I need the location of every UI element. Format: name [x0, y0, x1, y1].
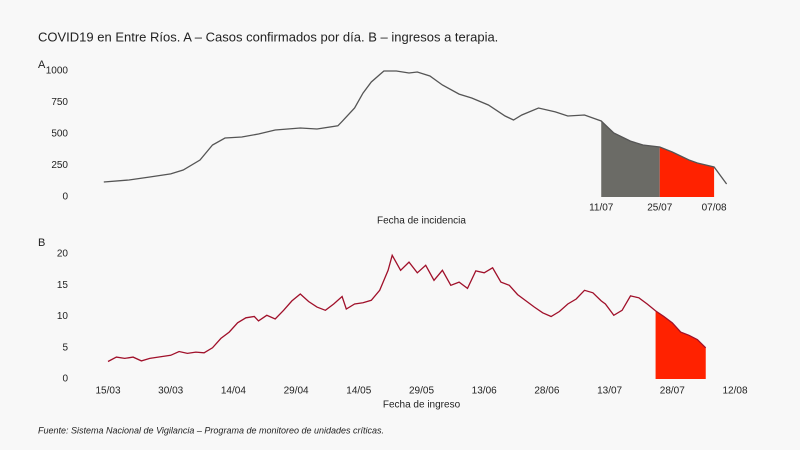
x-axis-title: Fecha de incidencia [377, 216, 466, 227]
y-tick-label: 5 [62, 342, 68, 353]
x-tick-label: 28/06 [534, 386, 559, 397]
shaded-region [601, 121, 660, 197]
x-tick-label: 29/04 [284, 386, 309, 397]
x-tick-label: 12/08 [722, 386, 747, 397]
panel-label: A [38, 59, 46, 71]
data-line [107, 253, 707, 363]
y-tick-label: 500 [51, 129, 68, 140]
x-tick-label: 13/07 [597, 386, 622, 397]
x-tick-label: 29/05 [409, 386, 434, 397]
y-tick-label: 250 [51, 160, 68, 171]
y-tick-label: 0 [62, 192, 68, 203]
panel-label: B [38, 237, 45, 249]
x-tick-label: 11/07 [589, 203, 614, 214]
x-tick-label: 30/03 [158, 386, 183, 397]
x-tick-label: 14/05 [346, 386, 371, 397]
shaded-region [659, 146, 715, 197]
source-note: Fuente: Sistema Nacional de Vigilancia –… [38, 425, 384, 435]
y-tick-label: 10 [57, 311, 69, 322]
chart-title: COVID19 en Entre Ríos. A – Casos confirm… [38, 29, 498, 44]
x-tick-label: 13/06 [472, 386, 497, 397]
y-tick-label: 750 [51, 97, 68, 108]
x-tick-label: 14/04 [221, 386, 246, 397]
shaded-region [655, 310, 706, 379]
x-tick-label: 15/03 [95, 386, 120, 397]
y-tick-label: 0 [62, 374, 68, 385]
data-line [103, 70, 728, 185]
x-tick-label: 07/08 [702, 203, 727, 214]
x-axis-title: Fecha de ingreso [383, 400, 461, 411]
x-tick-label: 25/07 [647, 203, 672, 214]
y-tick-label: 20 [57, 249, 69, 260]
x-tick-label: 28/07 [660, 386, 685, 397]
y-tick-label: 1000 [46, 66, 69, 77]
y-tick-label: 15 [57, 280, 69, 291]
